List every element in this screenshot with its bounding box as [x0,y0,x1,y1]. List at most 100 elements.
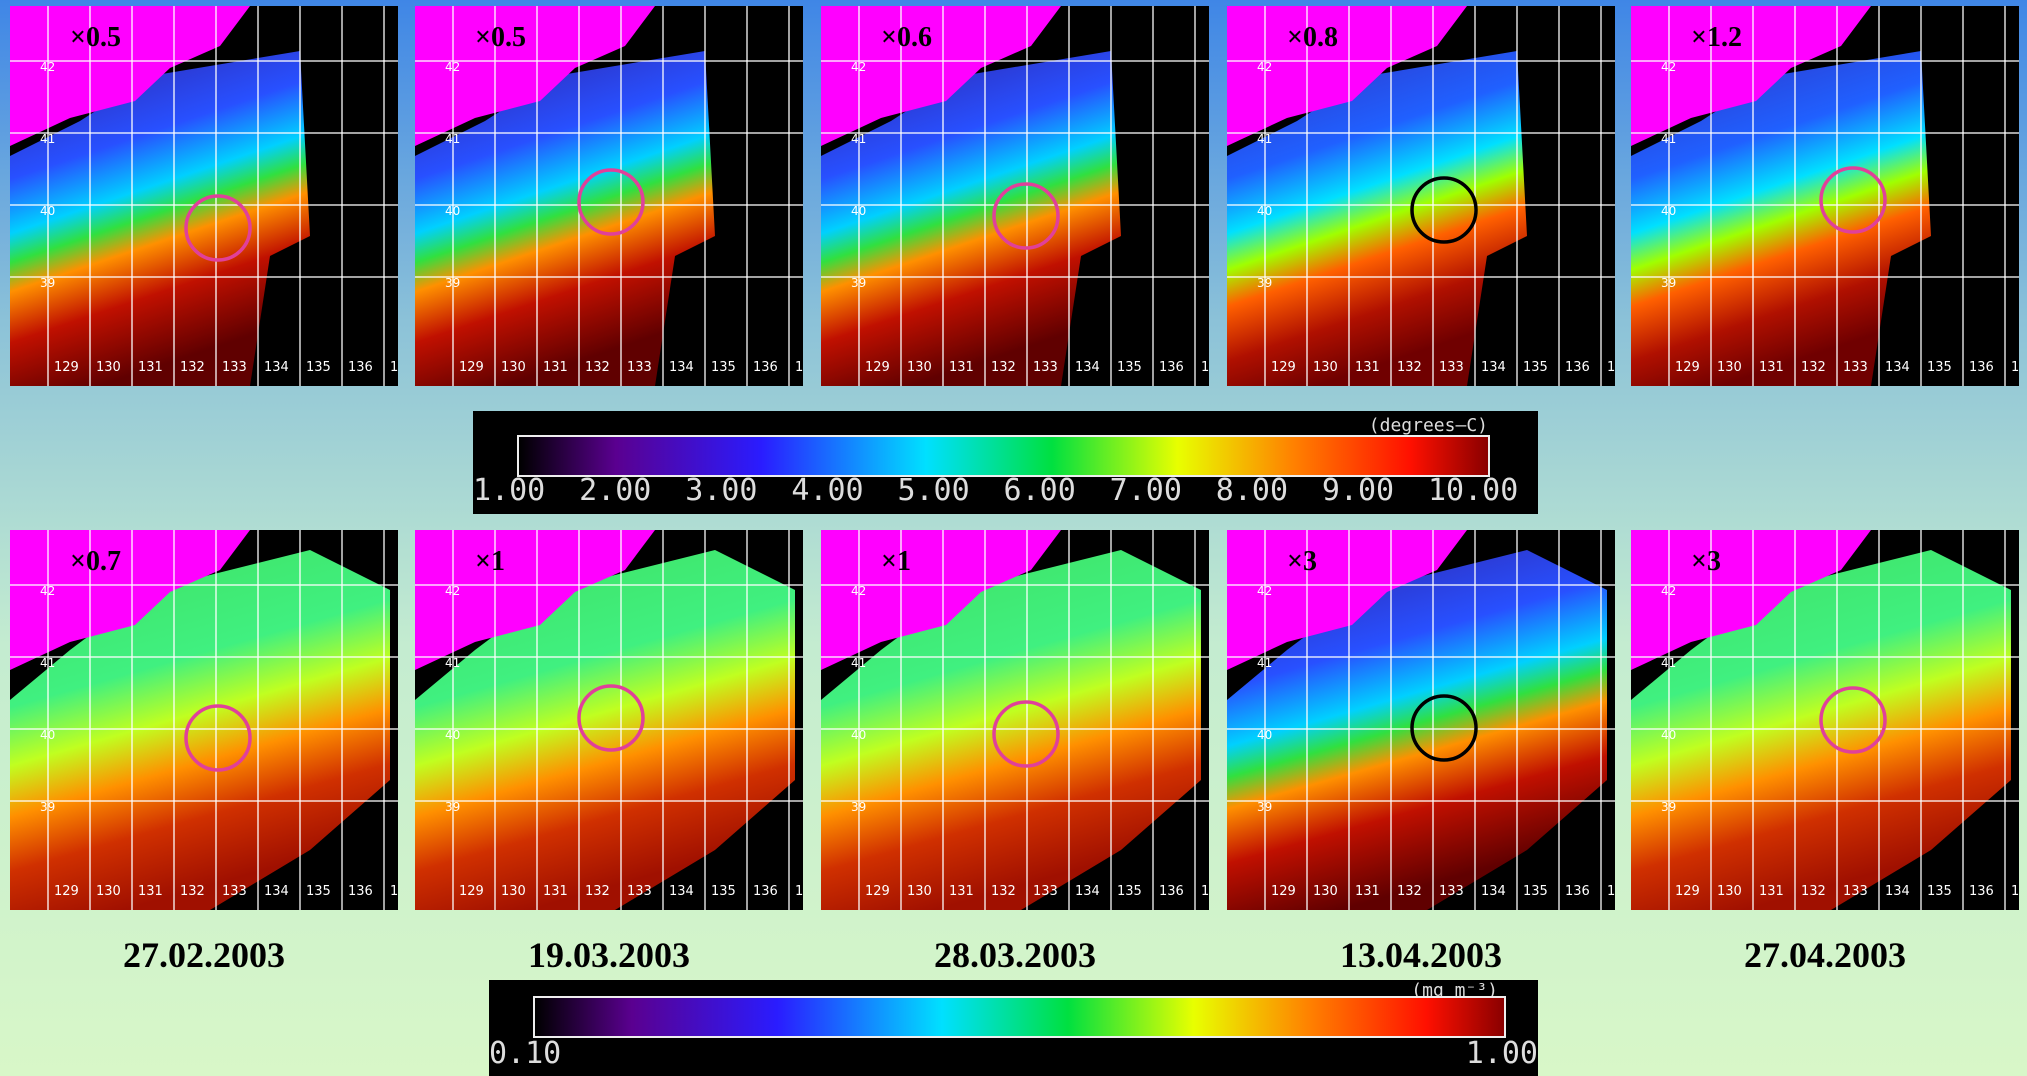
scale-factor: ×1 [881,546,911,577]
longitude-label: 131 [949,360,974,375]
longitude-label: 131 [138,360,163,375]
latitude-label: 39 [1257,276,1272,290]
longitude-label: 135 [1927,884,1952,899]
latitude-label: 40 [1257,728,1272,742]
longitude-label: 132 [1397,360,1422,375]
longitude-label: 135 [306,884,331,899]
scale-factor: ×0.8 [1287,22,1338,53]
colorbar-label: 1.00 [1466,1036,1538,1071]
scale-factor: ×0.5 [475,22,526,53]
longitude-label: 137 [2011,360,2019,375]
map: 12913013113213313413513613742414039×1 [415,530,803,910]
longitude-label: 130 [907,884,932,899]
longitude-label: 137 [795,360,803,375]
longitude-label: 129 [459,884,484,899]
colorbar-label: 9.00 [1322,473,1394,508]
longitude-label: 136 [348,884,373,899]
latitude-label: 41 [40,132,55,146]
longitude-label: 136 [1159,360,1184,375]
longitude-label: 133 [1843,884,1868,899]
longitude-label: 131 [949,884,974,899]
longitude-label: 132 [991,360,1016,375]
longitude-label: 137 [1201,884,1209,899]
longitude-label: 134 [264,360,289,375]
longitude-label: 137 [1201,360,1209,375]
colorbar-gradient [517,435,1490,477]
longitude-label: 135 [1523,884,1548,899]
longitude-label: 131 [543,360,568,375]
longitude-label: 135 [1117,884,1142,899]
date-label: 28.03.2003 [821,934,1209,976]
map-panel: 12913013113213313413513613742414039×3 [1227,530,1615,910]
longitude-label: 130 [1313,884,1338,899]
latitude-label: 40 [445,728,460,742]
latitude-label: 41 [445,656,460,670]
latitude-label: 40 [1661,728,1676,742]
longitude-label: 135 [1927,360,1952,375]
latitude-label: 40 [445,204,460,218]
latitude-label: 39 [1661,800,1676,814]
longitude-label: 135 [711,884,736,899]
longitude-label: 132 [180,360,205,375]
colorbar-label: 0.10 [489,1036,561,1071]
latitude-label: 40 [851,204,866,218]
map-panel: 12913013113213313413513613742414039×0.5 [415,6,803,386]
longitude-label: 136 [753,884,778,899]
longitude-label: 130 [501,360,526,375]
longitude-label: 134 [1075,360,1100,375]
map-panel: 12913013113213313413513613742414039×0.5 [10,6,398,386]
colorbar-label: 2.00 [579,473,651,508]
map: 12913013113213313413513613742414039×0.8 [1227,6,1615,386]
latitude-label: 42 [851,60,866,74]
latitude-label: 39 [40,276,55,290]
longitude-label: 132 [585,360,610,375]
longitude-label: 129 [1271,360,1296,375]
longitude-label: 134 [1885,360,1910,375]
longitude-label: 133 [1843,360,1868,375]
scale-factor: ×3 [1691,546,1721,577]
longitude-label: 137 [795,884,803,899]
latitude-label: 39 [1257,800,1272,814]
map: 12913013113213313413513613742414039×3 [1227,530,1615,910]
latitude-label: 41 [1661,132,1676,146]
scale-factor: ×0.6 [881,22,932,53]
longitude-label: 134 [1481,884,1506,899]
longitude-label: 130 [1717,360,1742,375]
longitude-label: 129 [459,360,484,375]
colorbar-label: 10.00 [1428,473,1518,508]
date-label: 13.04.2003 [1227,934,1615,976]
longitude-label: 131 [1759,360,1784,375]
latitude-label: 39 [40,800,55,814]
latitude-label: 41 [1257,656,1272,670]
longitude-label: 132 [1801,884,1826,899]
colorbar-label: 6.00 [1004,473,1076,508]
longitude-label: 133 [627,360,652,375]
date-label: 27.04.2003 [1631,934,2019,976]
longitude-label: 129 [865,884,890,899]
longitude-label: 131 [543,884,568,899]
longitude-label: 135 [1523,360,1548,375]
longitude-label: 130 [1717,884,1742,899]
latitude-label: 39 [445,276,460,290]
latitude-label: 42 [1257,60,1272,74]
scale-factor: ×3 [1287,546,1317,577]
longitude-label: 129 [865,360,890,375]
longitude-label: 134 [669,360,694,375]
longitude-label: 136 [1159,884,1184,899]
longitude-label: 133 [1033,884,1058,899]
colorbar-label: 8.00 [1216,473,1288,508]
map: 12913013113213313413513613742414039×1.2 [1631,6,2019,386]
longitude-label: 136 [1565,884,1590,899]
colorbar-label: 7.00 [1110,473,1182,508]
latitude-label: 40 [40,204,55,218]
scale-factor: ×0.5 [70,22,121,53]
longitude-label: 129 [1675,884,1700,899]
longitude-label: 132 [1397,884,1422,899]
latitude-label: 41 [1257,132,1272,146]
latitude-label: 41 [1661,656,1676,670]
latitude-label: 42 [445,60,460,74]
longitude-label: 131 [1355,360,1380,375]
latitude-label: 39 [445,800,460,814]
map-panel: 12913013113213313413513613742414039×3 [1631,530,2019,910]
latitude-label: 42 [40,584,55,598]
